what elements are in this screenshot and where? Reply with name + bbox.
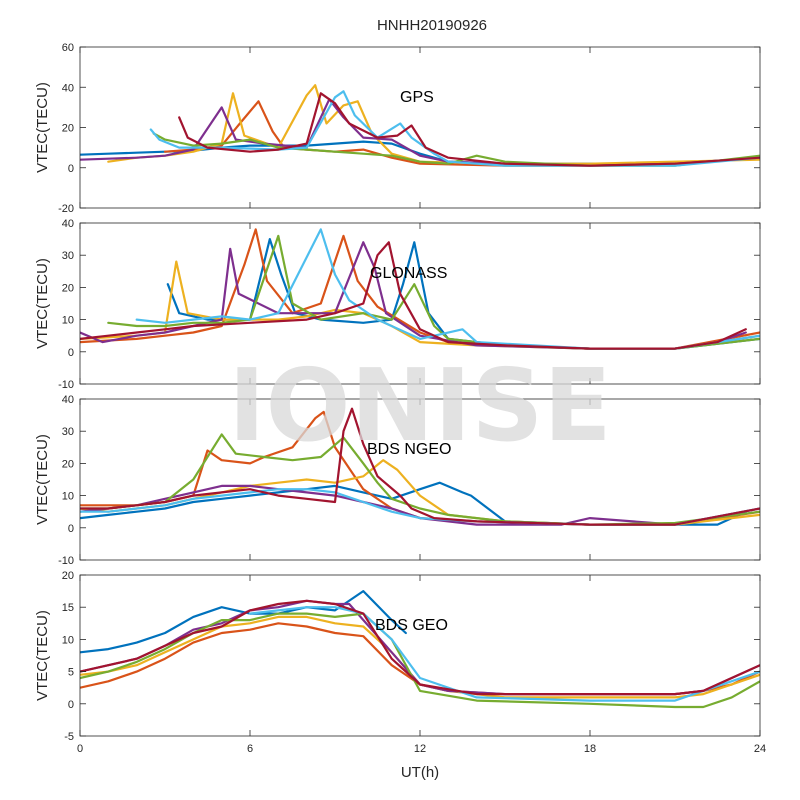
panel-label: GLONASS [370,265,447,282]
plot-area [80,223,760,384]
y-axis-label: VTEC(TECU) [34,610,51,701]
y-tick-label: 40 [62,218,74,230]
y-tick-label: 10 [62,491,74,503]
series-line-5 [135,228,760,350]
y-tick-label: 20 [62,123,74,135]
y-tick-label: 5 [68,667,74,679]
x-tick-label: 0 [77,743,83,755]
panel-2: -10 0 10 20 30 40 VTEC(TECU) BDS NGEO [34,394,761,567]
y-tick-label: 15 [62,602,74,614]
series-group [80,228,760,350]
y-tick-label: 0 [68,699,74,711]
y-tick-label: 20 [62,458,74,470]
x-tick-label: 6 [247,743,253,755]
y-axis-label: VTEC(TECU) [34,82,51,173]
series-group [80,590,760,709]
y-tick-label: 10 [62,315,74,327]
chart-title: HNHH20190926 [377,17,487,34]
series-line-4 [80,612,760,709]
panel-0: -20 0 20 40 60 VTEC(TECU) GPS [34,42,761,215]
y-tick-label: 0 [68,163,74,175]
y-tick-label: 10 [62,634,74,646]
y-tick-label: 30 [62,426,74,438]
series-line-6 [80,599,760,696]
x-tick-label: 18 [584,743,596,755]
y-tick-label: -10 [58,379,74,391]
y-tick-label: -10 [58,555,74,567]
x-tick-label: 12 [414,743,426,755]
panel-1: -10 0 10 20 30 40 VTEC(TECU) GLONASS [34,218,761,391]
y-axis-label: VTEC(TECU) [34,434,51,525]
plot-area [80,575,760,736]
panel-label: BDS NGEO [367,441,451,458]
y-tick-label: 40 [62,82,74,94]
y-tick-label: 20 [62,570,74,582]
series-line-5 [248,606,760,702]
panel-label: BDS GEO [375,617,448,634]
series-line-4 [152,132,760,167]
series-line-2 [80,615,760,699]
plot-area [80,47,760,208]
y-tick-label: -5 [64,731,74,743]
x-tick-label: 24 [754,743,766,755]
y-tick-label: 20 [62,282,74,294]
panel-label: GPS [400,89,434,106]
series-line-6 [80,241,747,350]
y-tick-label: 30 [62,250,74,262]
y-tick-label: 40 [62,394,74,406]
series-line-6 [178,92,760,167]
y-tick-label: 0 [68,347,74,359]
series-line-6 [80,407,760,526]
y-tick-label: -20 [58,203,74,215]
series-group [80,84,760,167]
watermark: IONISE [228,347,611,464]
y-tick-label: 60 [62,42,74,54]
series-group [80,407,760,526]
y-tick-label: 0 [68,523,74,535]
y-axis-label: VTEC(TECU) [34,258,51,349]
x-axis-label: UT(h) [401,764,439,781]
